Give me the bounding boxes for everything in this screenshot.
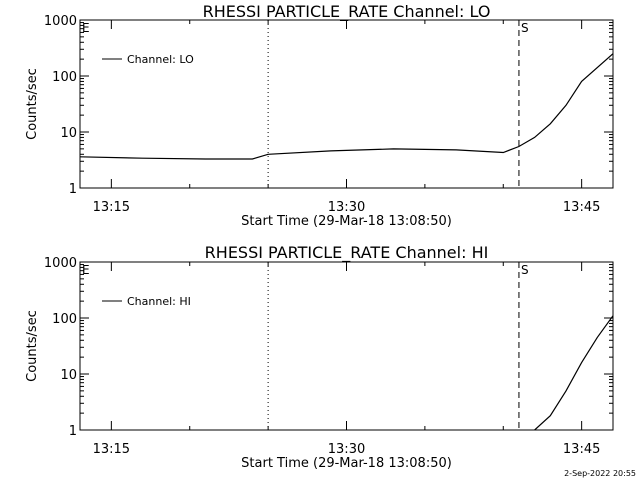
y-tick-label: 1000 bbox=[44, 14, 77, 29]
y-tick-label: 1 bbox=[69, 182, 77, 197]
footer-timestamp: 2-Sep-2022 20:55 bbox=[564, 469, 636, 478]
plot-frame bbox=[79, 261, 614, 431]
x-tick-label: 13:45 bbox=[563, 442, 600, 457]
panel-hi: RHESSI PARTICLE_RATE Channel: HI 1 10 100 10… bbox=[25, 243, 614, 471]
start-marker: S bbox=[521, 21, 529, 35]
y-tick-label: 1000 bbox=[44, 256, 77, 271]
start-marker: S bbox=[521, 263, 529, 277]
panel-lo: RHESSI PARTICLE_RATE Channel: LO 1 10 100 10… bbox=[25, 2, 614, 229]
x-axis-label: Start Time (29-Mar-18 13:08:50) bbox=[241, 214, 452, 229]
x-tick-label: 13:30 bbox=[328, 442, 365, 457]
legend-label: Channel: HI bbox=[127, 295, 191, 308]
chart-title: RHESSI PARTICLE_RATE Channel: LO bbox=[203, 2, 491, 22]
corner-marker: E bbox=[82, 263, 90, 277]
y-axis-label: Counts/sec bbox=[25, 310, 40, 382]
y-tick-label: 100 bbox=[52, 70, 77, 85]
y-axis-label: Counts/sec bbox=[25, 68, 40, 140]
x-tick-label: 13:15 bbox=[93, 442, 130, 457]
legend-label: Channel: LO bbox=[127, 53, 194, 66]
x-tick-label: 13:45 bbox=[563, 200, 600, 215]
series-line bbox=[80, 52, 613, 160]
plot-frame bbox=[79, 19, 614, 189]
y-tick-label: 100 bbox=[52, 312, 77, 327]
y-tick-label: 10 bbox=[60, 368, 77, 383]
x-axis-label: Start Time (29-Mar-18 13:08:50) bbox=[241, 456, 452, 471]
x-tick-label: 13:15 bbox=[93, 200, 130, 215]
y-tick-label: 10 bbox=[60, 126, 77, 141]
series-line bbox=[534, 314, 613, 430]
chart-title: RHESSI PARTICLE_RATE Channel: HI bbox=[205, 243, 489, 263]
corner-marker: E bbox=[82, 21, 90, 35]
y-tick-label: 1 bbox=[69, 424, 77, 439]
x-tick-label: 13:30 bbox=[328, 200, 365, 215]
